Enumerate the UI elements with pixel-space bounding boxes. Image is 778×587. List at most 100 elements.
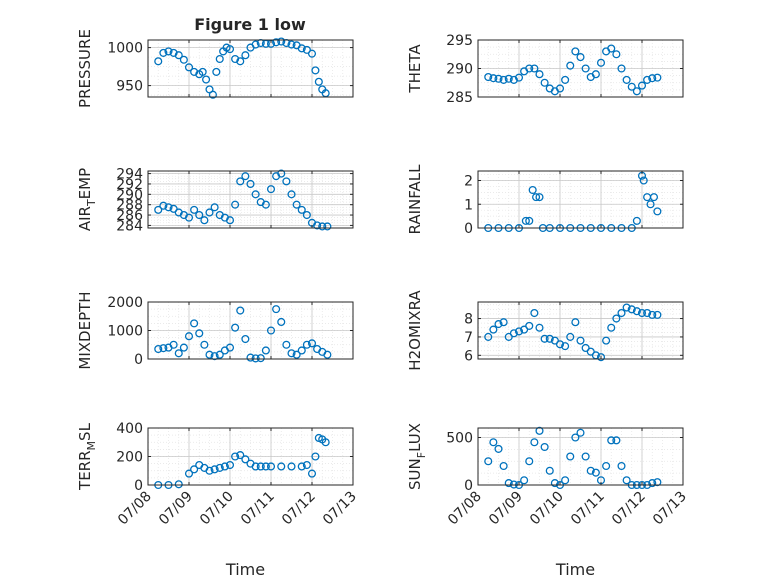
x-tick-label: 07/10 [527,489,567,529]
data-point [292,200,301,209]
data-point [208,90,217,99]
data-series [154,37,330,99]
data-point [494,320,503,329]
data-point [154,344,163,354]
data-point [287,349,296,358]
data-point [591,468,600,477]
data-point [246,353,255,362]
data-point [297,346,306,355]
data-point [596,58,606,67]
x-tick-label: 07/11 [238,489,278,529]
data-point [617,308,626,318]
data-point [266,462,276,471]
data-point [323,350,332,359]
data-point [622,476,631,485]
data-point [159,344,168,353]
data-point [525,216,534,225]
data-point [205,350,214,359]
data-point [571,433,580,442]
data-point [297,44,306,53]
x-tick-label: 07/11 [568,489,608,529]
y-tick-label: 0 [464,478,473,494]
y-tick-label: 400 [116,421,143,437]
data-point [484,73,493,82]
x-tick-label: 07/13 [650,489,690,529]
data-point [602,461,611,471]
y-tick-label: 950 [116,79,143,95]
data-point [561,342,570,351]
data-point [566,332,575,341]
data-point [521,216,530,225]
data-point [653,310,662,319]
data-point [272,38,281,47]
data-point [236,177,245,186]
data-point [313,221,322,230]
data-point [210,203,219,212]
data-point [566,61,575,70]
data-point [200,340,209,349]
data-point [612,314,621,323]
data-point [174,349,183,358]
data-point [174,51,183,60]
data-point [297,205,306,214]
data-point [530,308,539,318]
data-point [504,332,513,341]
data-point [649,193,659,202]
data-point [489,74,498,83]
data-point [256,354,265,363]
data-point [607,323,616,332]
data-point [561,75,570,84]
data-point [195,329,204,338]
data-point [528,185,537,195]
data-point [555,84,565,93]
data-point [184,469,194,478]
y-axis-label: H2OMIXRA [406,290,424,371]
x-tick-label: 07/10 [197,489,237,529]
data-point [509,75,518,84]
y-tick-label: 2 [464,174,473,190]
data-point [200,216,209,225]
data-point [489,438,498,447]
axes-box [147,170,354,229]
y-axis-label: TERRMSL [76,422,98,491]
data-point [215,350,224,359]
x-tick-label: 07/08 [115,489,155,529]
data-point [231,54,240,64]
data-point [639,176,648,185]
data-point [179,55,188,64]
data-point [220,462,229,471]
data-point [261,462,270,471]
data-point [272,305,281,314]
data-point [302,460,311,470]
data-point [571,47,580,56]
data-point [154,57,163,66]
data-point [648,310,657,319]
data-point [612,50,621,59]
data-point [323,222,332,231]
data-point [297,462,306,471]
data-point [586,347,595,356]
data-point [499,75,508,84]
x-tick-label: 07/09 [486,489,526,529]
data-point [596,353,606,362]
data-point [314,77,323,86]
data-point [591,70,600,79]
data-point [540,334,549,343]
y-tick-label: 1000 [107,324,143,340]
data-point [494,74,503,83]
data-point [489,325,498,334]
data-point [648,74,657,83]
data-point [225,45,235,54]
data-point [514,73,524,82]
data-point [535,426,544,435]
data-point [581,452,590,461]
data-point [251,190,260,199]
data-point [277,317,286,327]
data-point [225,216,235,225]
data-point [581,64,590,73]
data-point [210,465,219,474]
data-point [653,73,662,82]
data-series [484,303,662,362]
axes-box [477,427,684,486]
data-point [205,466,214,475]
